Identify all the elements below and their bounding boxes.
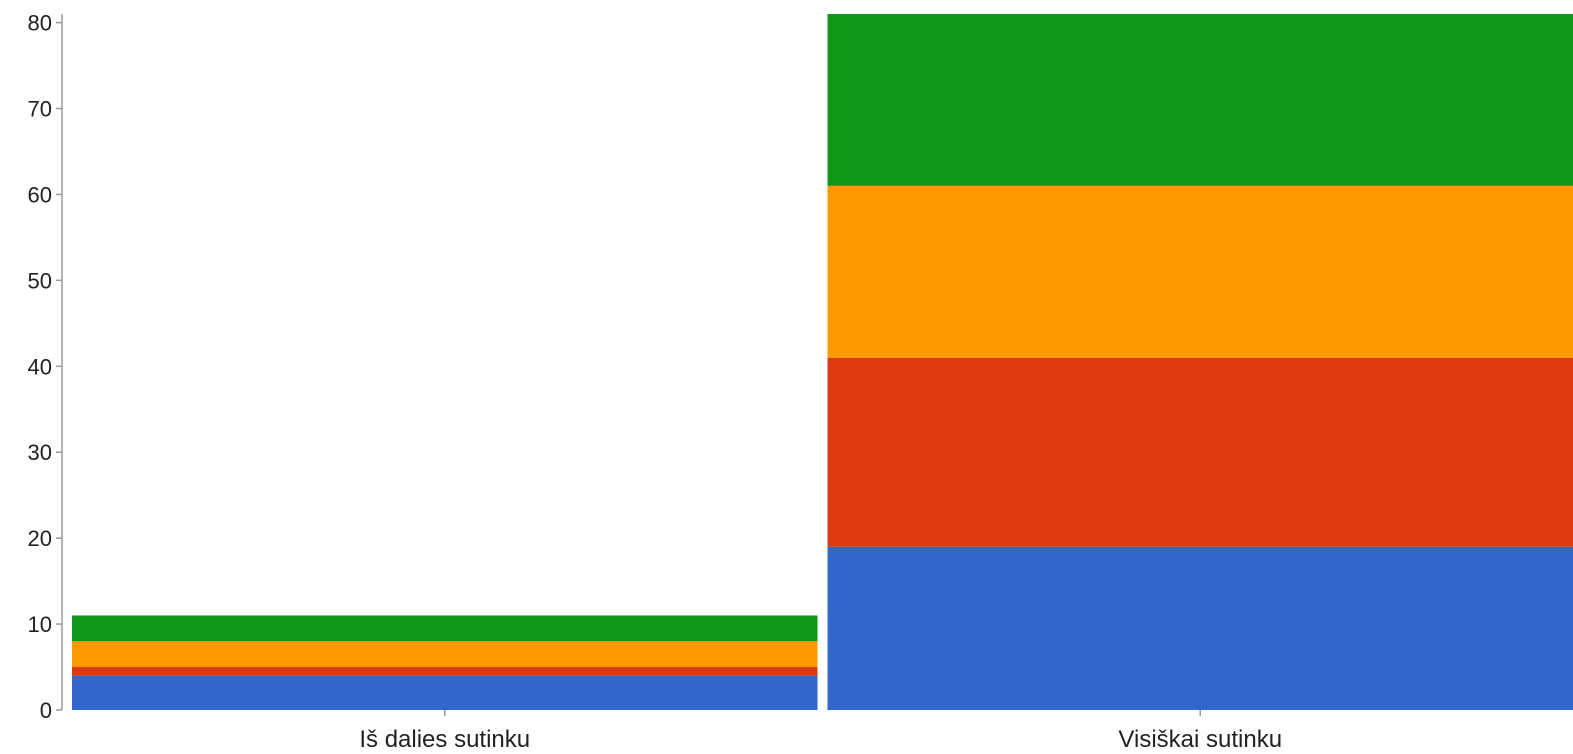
y-tick-label: 30 bbox=[28, 440, 52, 465]
x-axis: Iš dalies sutinku Visiškai sutinku bbox=[359, 710, 1282, 753]
bars-group bbox=[72, 14, 1573, 710]
bar-segment-0-3[interactable] bbox=[72, 615, 818, 642]
bar-segment-0-0[interactable] bbox=[72, 675, 818, 710]
y-tick-label: 60 bbox=[28, 182, 52, 207]
bar-segment-0-2[interactable] bbox=[72, 641, 818, 668]
bar-segment-0-1[interactable] bbox=[72, 667, 818, 676]
y-tick-label: 40 bbox=[28, 354, 52, 379]
y-axis: 0 10 20 30 40 50 60 70 80 bbox=[28, 11, 63, 723]
y-tick-label: 20 bbox=[28, 526, 52, 551]
x-category-label: Visiškai sutinku bbox=[1118, 726, 1282, 753]
bar-segment-1-2[interactable] bbox=[827, 185, 1573, 358]
y-tick-label: 50 bbox=[28, 268, 52, 293]
bar-segment-1-0[interactable] bbox=[827, 546, 1573, 710]
x-category-label: Iš dalies sutinku bbox=[359, 726, 530, 753]
y-tick-label: 70 bbox=[28, 97, 52, 122]
y-tick-label: 80 bbox=[28, 11, 52, 36]
y-tick-label: 10 bbox=[28, 612, 52, 637]
y-tick-label: 0 bbox=[40, 698, 52, 723]
bar-segment-1-1[interactable] bbox=[827, 357, 1573, 547]
bar-segment-1-3[interactable] bbox=[827, 14, 1573, 186]
